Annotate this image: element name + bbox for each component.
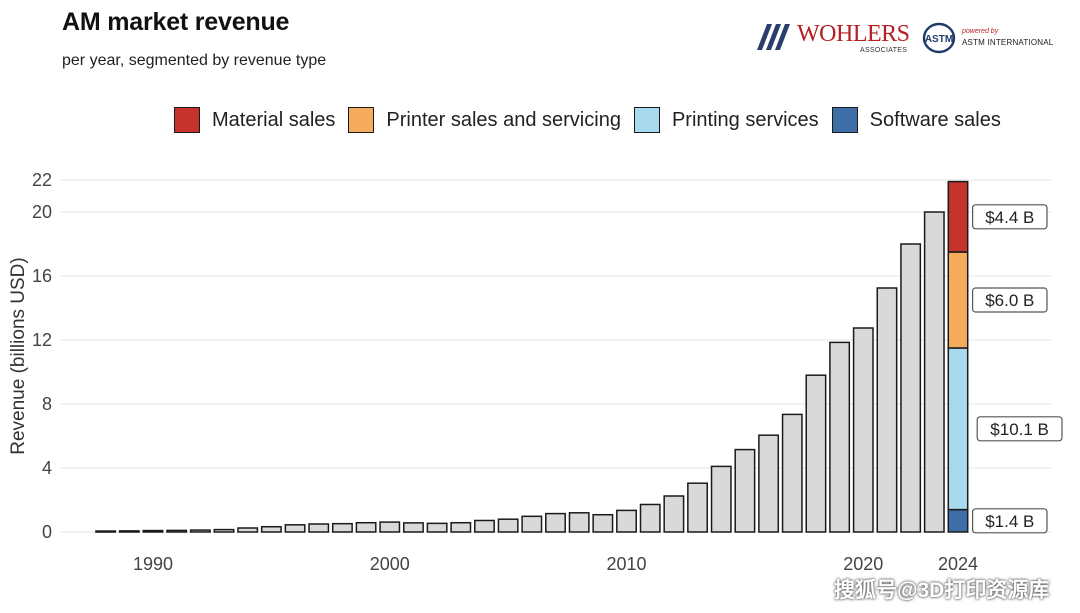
segment-label: $1.4 B xyxy=(971,508,1048,534)
bar xyxy=(379,521,401,533)
legend-label: Printing services xyxy=(671,108,819,131)
bar xyxy=(900,243,922,533)
watermark-text: 搜狐号@3D打印资源库 xyxy=(834,579,1050,602)
x-tick-label: 2024 xyxy=(938,554,978,574)
bar xyxy=(710,465,732,533)
bar xyxy=(118,530,140,533)
chart-title: AM market revenue xyxy=(62,8,290,36)
y-tick-label: 16 xyxy=(32,266,52,286)
segment-label-box xyxy=(976,416,1063,442)
bar xyxy=(639,503,661,533)
legend-swatch xyxy=(174,107,200,133)
segment-label-text: $10.1 B xyxy=(990,420,1049,439)
segment-label: $10.1 B xyxy=(976,416,1063,442)
bar xyxy=(260,525,282,533)
bar xyxy=(213,528,235,533)
bar xyxy=(497,518,519,533)
wohlers-name: WOHLERS xyxy=(797,21,910,47)
bar xyxy=(663,495,685,533)
y-tick-label: 8 xyxy=(42,394,52,414)
bar xyxy=(308,523,330,533)
x-tick-label: 2010 xyxy=(607,554,647,574)
legend-item: Material sales xyxy=(174,107,335,133)
bar xyxy=(923,211,945,533)
bar xyxy=(876,287,898,533)
segment-label-box xyxy=(971,287,1048,313)
bar xyxy=(402,522,424,533)
y-tick-label: 20 xyxy=(32,202,52,222)
segment-label: $6.0 B xyxy=(971,287,1048,313)
bar xyxy=(331,522,353,533)
bar xyxy=(616,509,637,533)
bar xyxy=(284,524,306,533)
y-axis-label: Revenue (billions USD) xyxy=(8,257,29,454)
wohlers-logo: WOHLERS ASSOCIATES xyxy=(757,20,910,56)
x-tick-label: 1990 xyxy=(133,554,173,574)
astm-logo: ASTM powered by ASTM INTERNATIONAL xyxy=(922,22,1062,58)
segment-label-box xyxy=(971,508,1048,534)
bar xyxy=(142,529,164,533)
segment-label-text: $1.4 B xyxy=(985,512,1034,531)
bar xyxy=(592,513,614,533)
segment-label-text: $6.0 B xyxy=(985,291,1034,310)
astm-mark-icon: ASTM xyxy=(922,22,956,54)
bar xyxy=(568,512,590,533)
legend-item: Software sales xyxy=(831,107,1001,133)
chart-legend: Material sales Printer sales and servicin… xyxy=(174,104,1014,136)
segment-label: $4.4 B xyxy=(971,204,1048,230)
bar xyxy=(758,434,780,533)
segment-label-text: $4.4 B xyxy=(985,208,1034,227)
bar xyxy=(781,413,803,533)
wohlers-mark-icon xyxy=(757,24,790,50)
y-tick-label: 12 xyxy=(32,330,52,350)
wohlers-sub: ASSOCIATES xyxy=(860,47,908,54)
bar xyxy=(237,527,259,533)
legend-label: Material sales xyxy=(212,108,336,131)
chart-subtitle: per year, segmented by revenue type xyxy=(62,52,327,69)
bar xyxy=(852,327,874,533)
stacked-segment xyxy=(947,180,969,253)
legend-swatch xyxy=(348,107,375,133)
bar xyxy=(687,482,709,533)
bar xyxy=(450,521,472,533)
bar xyxy=(734,448,756,533)
bar xyxy=(426,522,448,533)
legend-label: Printer sales and servicing xyxy=(386,108,621,131)
y-tick-label: 0 xyxy=(42,522,52,542)
bar xyxy=(355,521,377,533)
stacked-segment xyxy=(947,347,969,511)
y-tick-label: 4 xyxy=(42,458,52,478)
legend-item: Printer sales and servicing xyxy=(348,107,621,133)
legend-label: Software sales xyxy=(869,108,1001,131)
stacked-segment xyxy=(947,251,969,349)
bar xyxy=(829,341,851,533)
bar xyxy=(189,529,211,533)
x-tick-label: 2020 xyxy=(843,554,883,574)
astm-powered-by: powered by xyxy=(962,28,999,35)
segment-label-box xyxy=(971,204,1048,230)
legend-swatch xyxy=(831,107,858,133)
astm-name: ASTM INTERNATIONAL xyxy=(962,38,1054,47)
stacked-segment xyxy=(947,508,969,533)
bar xyxy=(166,529,188,533)
bar xyxy=(545,512,566,533)
y-tick-label: 22 xyxy=(32,170,52,190)
bar xyxy=(474,519,495,533)
bar xyxy=(521,515,543,533)
legend-item: Printing services xyxy=(633,107,819,133)
x-tick-label: 2000 xyxy=(370,554,410,574)
bar xyxy=(95,530,117,533)
legend-swatch xyxy=(633,107,660,133)
svg-text:ASTM: ASTM xyxy=(925,34,953,45)
bar xyxy=(805,374,827,533)
